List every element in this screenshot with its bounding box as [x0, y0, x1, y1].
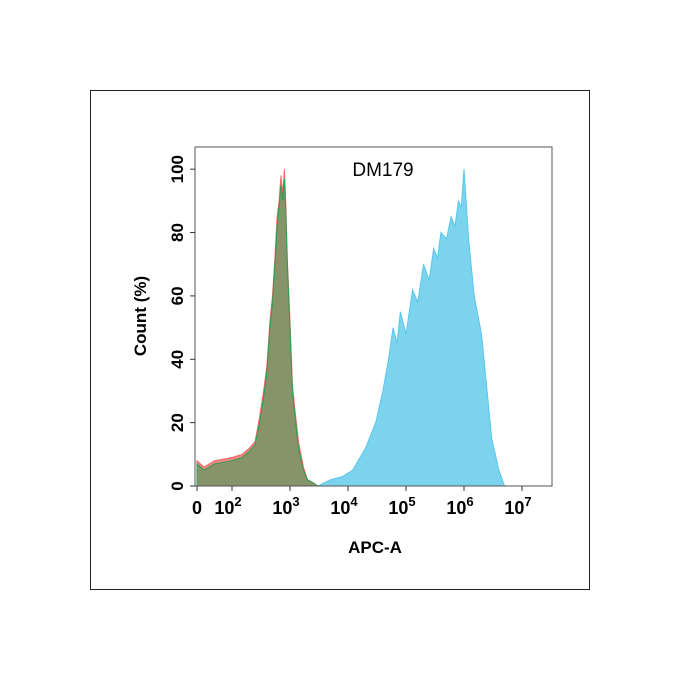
chart-frame	[90, 90, 590, 590]
y-tick-label: 40	[168, 350, 187, 369]
plot-area	[196, 169, 506, 487]
x-tick-label: 0	[192, 498, 202, 518]
y-tick-label: 60	[168, 286, 187, 305]
y-axis-title: Count (%)	[131, 276, 150, 356]
x-tick-label: 107	[504, 494, 531, 518]
plot-border	[194, 146, 553, 487]
y-tick-label: 20	[168, 413, 187, 432]
x-tick-label: 102	[214, 494, 241, 518]
y-tick-label: 0	[168, 481, 187, 490]
x-axis-ticks: 0 102 103 104 105 106 107	[192, 486, 532, 518]
histogram-series-3	[317, 169, 506, 487]
x-tick-label: 103	[272, 494, 299, 518]
x-axis-title: APC-A	[348, 538, 402, 557]
y-axis-ticks: 0 20 40 60 80 100	[168, 155, 195, 491]
y-tick-label: 100	[168, 155, 187, 183]
x-tick-label: 106	[446, 494, 473, 518]
histogram-series-2	[196, 178, 320, 487]
x-tick-label: 105	[388, 494, 415, 518]
chart-title: DM179	[352, 160, 413, 181]
x-tick-label: 104	[330, 494, 358, 518]
y-tick-label: 80	[168, 223, 187, 242]
